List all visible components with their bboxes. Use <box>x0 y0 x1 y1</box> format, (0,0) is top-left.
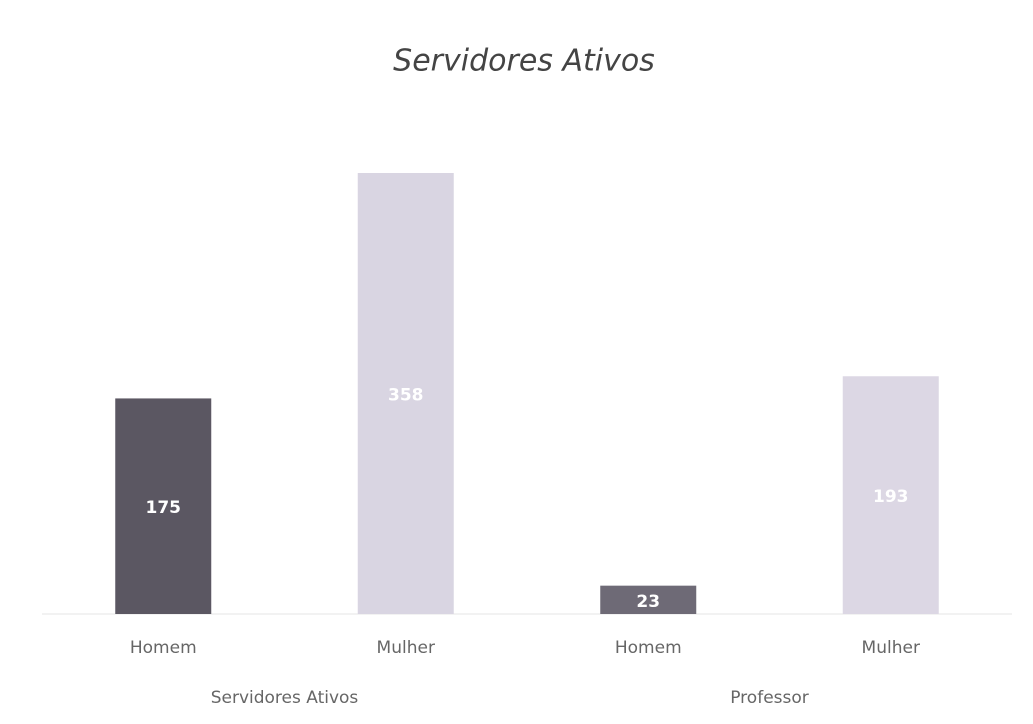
bar <box>115 398 212 614</box>
data-label: 175 <box>146 498 182 518</box>
bar <box>600 585 697 614</box>
x-tick-label: Mulher <box>377 638 435 658</box>
group-label: Professor <box>730 688 809 708</box>
x-tick-label: Homem <box>615 638 682 658</box>
data-label: 193 <box>873 487 909 507</box>
bar <box>357 173 454 614</box>
group-label: Servidores Ativos <box>211 688 359 708</box>
data-label: 23 <box>636 592 660 612</box>
x-tick-label: Mulher <box>862 638 920 658</box>
chart-title: Servidores Ativos <box>393 44 655 79</box>
x-tick-label: Homem <box>130 638 197 658</box>
data-label: 358 <box>388 386 424 406</box>
bar <box>842 376 939 614</box>
